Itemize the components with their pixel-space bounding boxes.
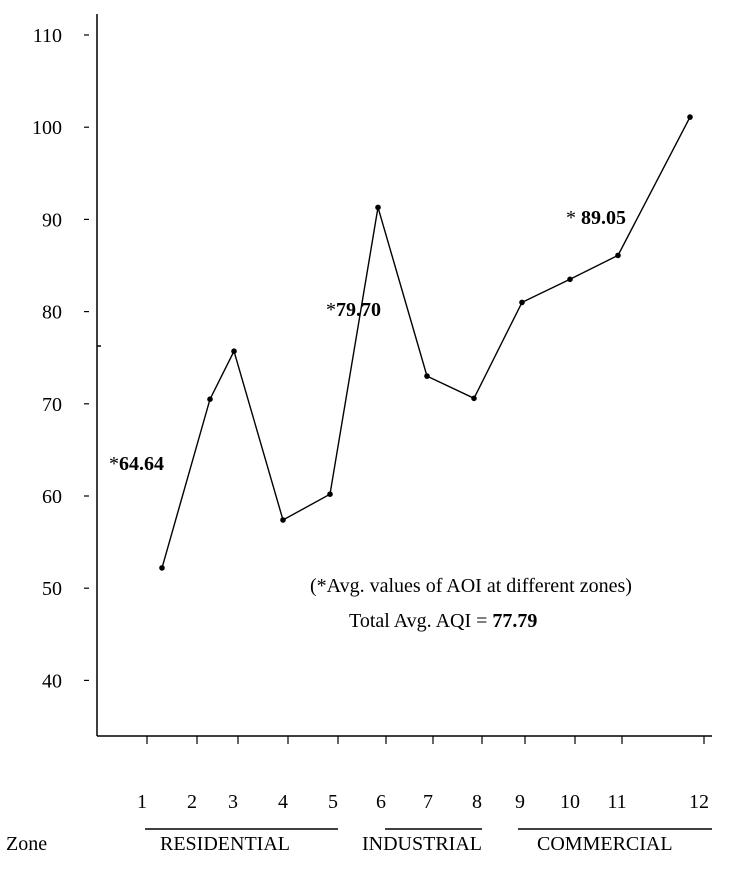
data-point bbox=[327, 491, 333, 498]
y-tick-label: 100 bbox=[32, 117, 62, 139]
data-point bbox=[280, 517, 286, 523]
zone-label: INDUSTRIAL bbox=[362, 833, 482, 855]
data-point bbox=[375, 204, 381, 211]
average-note: (*Avg. values of AOI at different zones)… bbox=[310, 575, 632, 632]
data-point bbox=[207, 396, 213, 403]
axes bbox=[96, 14, 712, 737]
annotation-star: * bbox=[109, 453, 119, 475]
y-tick-label: 40 bbox=[42, 670, 62, 692]
zone-average-label: * 89.05 bbox=[566, 207, 626, 229]
annotation-value: 79.70 bbox=[336, 299, 381, 321]
x-tick-label: 4 bbox=[278, 791, 288, 813]
x-tick-label: 5 bbox=[328, 791, 338, 813]
x-tick-label: 2 bbox=[187, 791, 197, 813]
annotation-star: * bbox=[326, 299, 336, 321]
x-tick-label: 3 bbox=[228, 791, 238, 813]
x-tick-label: 1 bbox=[137, 791, 147, 813]
data-point bbox=[231, 348, 237, 355]
y-axis-ticks: 110 100 90 80 70 60 50 40 bbox=[32, 25, 89, 692]
x-tick-label: 9 bbox=[515, 791, 525, 813]
zone-average-label: *79.70 bbox=[326, 299, 381, 321]
data-point bbox=[567, 276, 573, 283]
zone-label: COMMERCIAL bbox=[537, 833, 673, 855]
x-axis-ticks: 1 2 3 4 5 6 7 8 9 10 11 12 bbox=[137, 736, 709, 813]
x-axis-title: Zone bbox=[6, 833, 47, 855]
x-tick-label: 10 bbox=[560, 791, 580, 813]
data-point bbox=[687, 114, 693, 120]
y-tick-label: 90 bbox=[42, 209, 62, 231]
y-tick-label: 60 bbox=[42, 486, 62, 508]
data-point bbox=[519, 299, 525, 306]
note-line-2: Total Avg. AQI = 77.79 bbox=[349, 610, 537, 632]
data-point bbox=[424, 373, 430, 379]
x-tick-label: 6 bbox=[376, 791, 386, 813]
x-tick-label: 12 bbox=[689, 791, 709, 813]
data-point bbox=[159, 565, 165, 571]
data-point bbox=[615, 252, 621, 259]
note-line-2-prefix: Total Avg. AQI = bbox=[349, 610, 492, 632]
aqi-series-line bbox=[161, 116, 691, 569]
zone-groups: RESIDENTIAL INDUSTRIAL COMMERCIAL bbox=[145, 828, 712, 855]
series-group bbox=[159, 114, 693, 571]
zone-label: RESIDENTIAL bbox=[160, 833, 290, 855]
total-average-value: 77.79 bbox=[492, 610, 537, 632]
y-tick-label: 80 bbox=[42, 302, 62, 324]
zone-average-annotations: *64.64*79.70* 89.05 bbox=[109, 207, 626, 475]
x-tick-label: 11 bbox=[607, 791, 626, 813]
annotation-value: 89.05 bbox=[581, 207, 626, 229]
y-tick-label: 70 bbox=[42, 394, 62, 416]
data-point bbox=[471, 395, 477, 402]
annotation-star: * bbox=[566, 207, 581, 229]
x-tick-label: 7 bbox=[423, 791, 433, 813]
x-tick-label: 8 bbox=[472, 791, 482, 813]
y-tick-label: 50 bbox=[42, 578, 62, 600]
note-line-1: (*Avg. values of AOI at different zones) bbox=[310, 575, 632, 597]
y-tick-label: 110 bbox=[33, 25, 62, 47]
annotation-value: 64.64 bbox=[119, 453, 164, 475]
zone-average-label: *64.64 bbox=[109, 453, 164, 475]
